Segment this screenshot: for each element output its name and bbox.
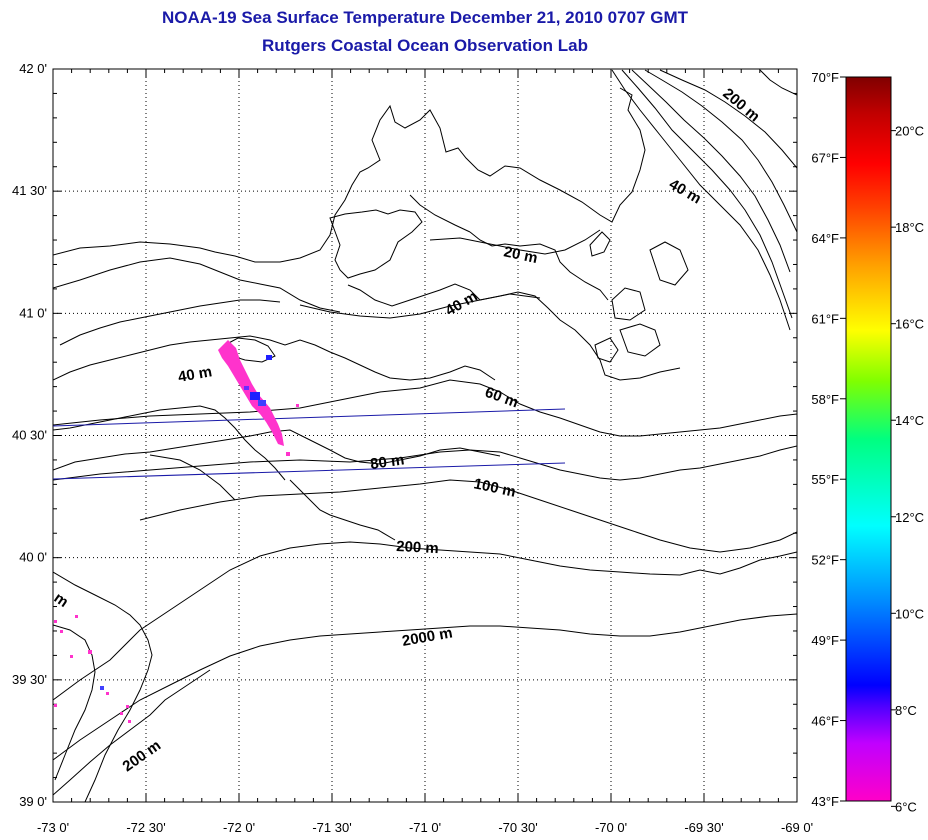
contour-label: 80 m — [369, 451, 405, 473]
colorbar-label-c: 16°C — [895, 317, 924, 332]
islands — [224, 231, 689, 363]
colorbar-label-c: 10°C — [895, 606, 924, 621]
lon-tick-label: -71 30' — [312, 820, 351, 835]
colorbar-label-f: 64°F — [811, 231, 839, 246]
lon-tick-label: -72 0' — [223, 820, 255, 835]
colorbar-label-f: 70°F — [811, 70, 839, 85]
lon-tick-label: -69 0' — [781, 820, 813, 835]
colorbar — [845, 76, 892, 802]
contour-label: 20 m — [502, 243, 539, 267]
contour-label: 40 m — [177, 363, 214, 386]
axis-ticks — [52, 68, 798, 803]
bathymetry-contours — [53, 69, 797, 796]
colorbar-label-c: 6°C — [895, 799, 917, 814]
colorbar-label-f: 43°F — [811, 794, 839, 809]
colorbar-label-f: 58°F — [811, 392, 839, 407]
colorbar-label-f: 49°F — [811, 633, 839, 648]
lat-tick-label: 41 30' — [12, 183, 47, 198]
satellite-transects — [53, 408, 566, 480]
colorbar-label-c: 14°C — [895, 413, 924, 428]
lon-tick-label: -70 30' — [498, 820, 537, 835]
coastline — [53, 87, 681, 802]
lat-tick-label: 40 0' — [19, 550, 47, 565]
graticule — [53, 69, 797, 802]
sst-pixels — [54, 340, 299, 723]
colorbar-fahrenheit-labels: 70°F 67°F 64°F 61°F 58°F 55°F 52°F 49°F 46°F 43°F — [811, 70, 839, 809]
colorbar-label-f: 55°F — [811, 472, 839, 487]
colorbar-label-f: 61°F — [811, 311, 839, 326]
lon-tick-label: -70 0' — [595, 820, 627, 835]
colorbar-label-c: 12°C — [895, 510, 924, 525]
colorbar-label-f: 67°F — [811, 150, 839, 165]
colorbar-label-c: 18°C — [895, 220, 924, 235]
lat-tick-label: 39 0' — [19, 794, 47, 809]
colorbar-label-f: 52°F — [811, 553, 839, 568]
lat-tick-label: 39 30' — [12, 672, 47, 687]
lon-tick-label: -73 0' — [37, 820, 69, 835]
colorbar-label-c: 8°C — [895, 703, 917, 718]
colorbar-ticks — [840, 76, 896, 807]
lat-tick-label: 42 0' — [19, 61, 47, 76]
colorbar-label-c: 20°C — [895, 124, 924, 139]
contour-label: 200 m — [396, 538, 439, 557]
lat-tick-label: 41 0' — [19, 305, 47, 320]
map-title: NOAA-19 Sea Surface Temperature December… — [162, 8, 688, 27]
map-subtitle: Rutgers Coastal Ocean Observation Lab — [262, 36, 588, 55]
lon-tick-label: -72 30' — [126, 820, 165, 835]
colorbar-label-f: 46°F — [811, 714, 839, 729]
lat-tick-label: 40 30' — [12, 428, 47, 443]
colorbar-celsius-labels: 20°C 18°C 16°C 14°C 12°C 10°C 8°C 6°C — [895, 124, 924, 815]
lon-tick-label: -69 30' — [684, 820, 723, 835]
lon-tick-label: -71 0' — [409, 820, 441, 835]
axis-tick-labels: 42 0' 41 30' 41 0' 40 30' 40 0' 39 30' 39 0' -7… — [12, 61, 813, 835]
